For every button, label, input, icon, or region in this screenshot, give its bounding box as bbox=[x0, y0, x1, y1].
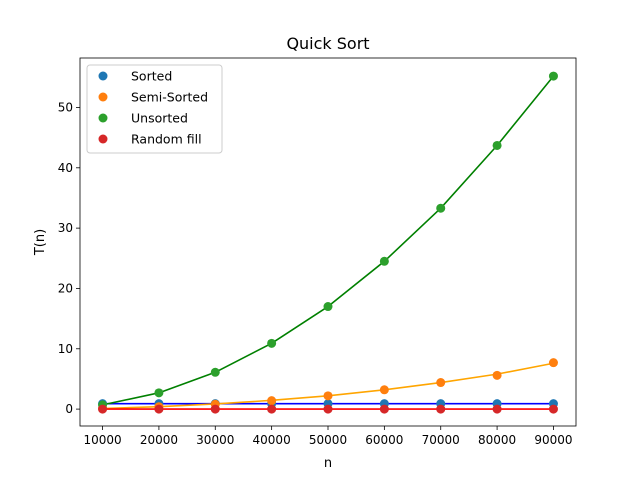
series-random-fill bbox=[98, 404, 558, 414]
plot-area: 10000 20000 30000 40000 50000 60000 70000 80000… bbox=[58, 57, 577, 447]
y-tick-label: 40 bbox=[58, 161, 73, 175]
y-tick-label: 50 bbox=[58, 100, 73, 114]
x-tick-label: 50000 bbox=[309, 433, 347, 447]
legend-marker bbox=[98, 92, 108, 102]
data-point-random-fill bbox=[210, 404, 220, 414]
y-axis-label: T(n) bbox=[33, 229, 48, 256]
data-point-unsorted bbox=[154, 388, 164, 398]
data-point-semi-sorted bbox=[323, 391, 333, 401]
legend-box bbox=[86, 64, 223, 154]
legend-marker bbox=[98, 113, 108, 123]
legend-label: Sorted bbox=[131, 69, 172, 84]
data-point-unsorted bbox=[548, 71, 558, 81]
data-point-unsorted bbox=[492, 140, 502, 150]
y-tick-label: 30 bbox=[58, 221, 73, 235]
x-tick-label: 40000 bbox=[253, 433, 291, 447]
legend-marker bbox=[98, 71, 108, 81]
y-tick-label: 10 bbox=[58, 342, 73, 356]
data-point-semi-sorted bbox=[436, 378, 446, 388]
legend-label: Semi-Sorted bbox=[131, 90, 208, 105]
legend-label: Random fill bbox=[131, 132, 202, 147]
legend-marker bbox=[98, 134, 108, 144]
data-point-random-fill bbox=[267, 404, 277, 414]
data-point-random-fill bbox=[323, 404, 333, 414]
data-point-semi-sorted bbox=[267, 396, 277, 406]
chart-title: Quick Sort bbox=[286, 34, 369, 53]
x-tick-label: 30000 bbox=[196, 433, 234, 447]
x-tick-label: 90000 bbox=[534, 433, 572, 447]
data-point-unsorted bbox=[323, 302, 333, 312]
data-point-random-fill bbox=[98, 404, 108, 414]
data-point-unsorted bbox=[379, 256, 389, 266]
data-point-unsorted bbox=[210, 367, 220, 377]
data-point-random-fill bbox=[154, 404, 164, 414]
data-point-unsorted bbox=[267, 338, 277, 348]
y-tick-label: 20 bbox=[58, 281, 73, 295]
data-point-semi-sorted bbox=[492, 370, 502, 380]
data-point-semi-sorted bbox=[548, 358, 558, 368]
data-point-random-fill bbox=[436, 404, 446, 414]
series-unsorted bbox=[98, 71, 558, 410]
data-point-random-fill bbox=[492, 404, 502, 414]
x-tick-label: 60000 bbox=[365, 433, 403, 447]
data-point-random-fill bbox=[379, 404, 389, 414]
x-tick-label: 10000 bbox=[83, 433, 121, 447]
x-tick-label: 80000 bbox=[478, 433, 516, 447]
x-tick-label: 70000 bbox=[422, 433, 460, 447]
data-point-unsorted bbox=[436, 203, 446, 213]
data-point-semi-sorted bbox=[379, 385, 389, 395]
legend-label: Unsorted bbox=[131, 111, 188, 126]
data-point-random-fill bbox=[548, 404, 558, 414]
x-axis-label: n bbox=[324, 456, 332, 471]
legend: Sorted Semi-Sorted Unsorted Random fill bbox=[86, 64, 223, 154]
x-tick-label: 20000 bbox=[140, 433, 178, 447]
y-tick-label: 0 bbox=[65, 402, 73, 416]
